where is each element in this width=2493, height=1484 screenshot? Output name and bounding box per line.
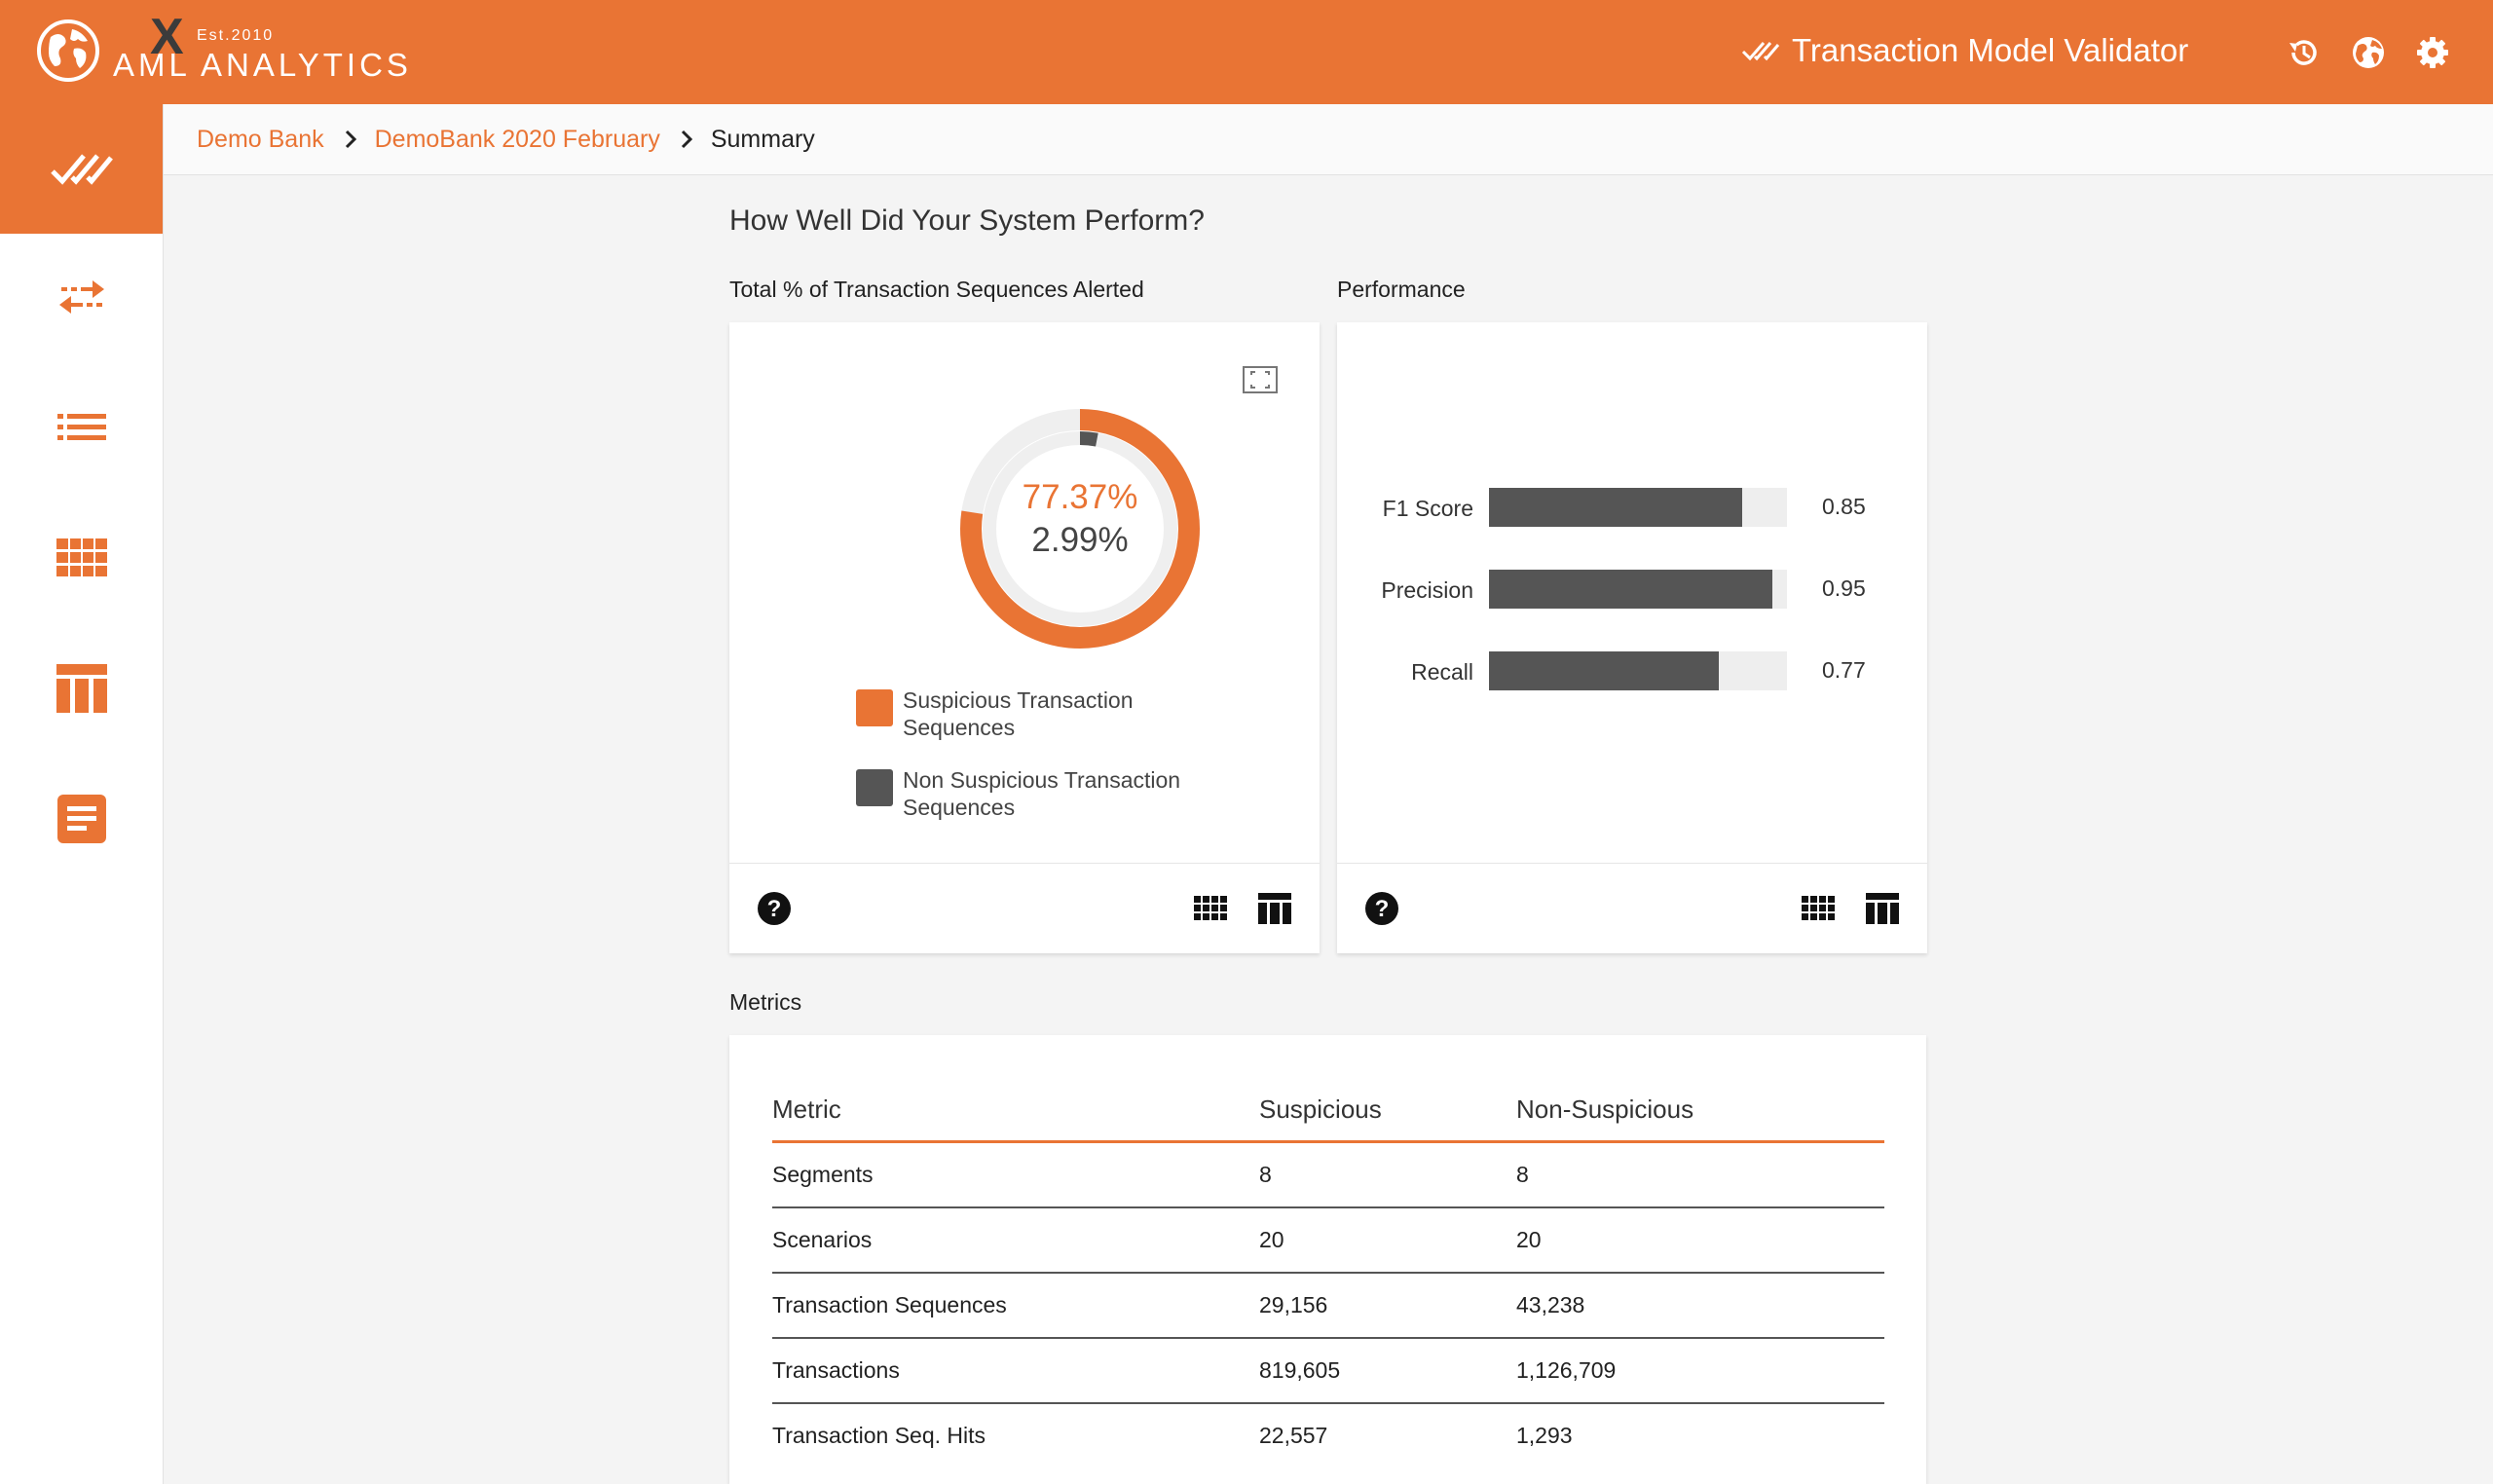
logo-name: AML ANALYTICS bbox=[113, 47, 412, 83]
bar-track bbox=[1489, 570, 1787, 609]
history-icon[interactable] bbox=[2285, 33, 2324, 72]
column-header-metric[interactable]: Metric bbox=[772, 1078, 1259, 1143]
document-icon bbox=[56, 795, 106, 843]
chevron-right-icon bbox=[680, 129, 693, 150]
donut-slice-suspicious[interactable] bbox=[960, 409, 1200, 649]
svg-text:?: ? bbox=[1375, 896, 1390, 922]
suspicious-value: 22,557 bbox=[1259, 1423, 1328, 1448]
bar-precision[interactable] bbox=[1489, 570, 1772, 609]
bar-value-label: 0.77 bbox=[1822, 657, 1866, 683]
metrics-table: Metric Suspicious Non-Suspicious Segment… bbox=[772, 1078, 1884, 1467]
breadcrumb-link-dataset[interactable]: DemoBank 2020 February bbox=[374, 125, 660, 153]
donut-center-nonsuspicious: 2.99% bbox=[1031, 521, 1129, 559]
sidebar-item-validation[interactable] bbox=[0, 104, 163, 234]
nonsuspicious-value: 1,126,709 bbox=[1516, 1338, 1884, 1404]
sidebar bbox=[0, 104, 164, 1484]
suspicious-value: 20 bbox=[1259, 1207, 1516, 1274]
grid-icon bbox=[56, 538, 107, 576]
legend-item-suspicious: Suspicious Transaction Sequences bbox=[856, 686, 1214, 741]
card-footer: ? bbox=[1337, 863, 1927, 953]
legend-swatch-nonsuspicious bbox=[856, 769, 893, 806]
chevron-right-icon bbox=[344, 129, 357, 150]
list-icon bbox=[56, 414, 106, 440]
metrics-card: Metric Suspicious Non-Suspicious Segment… bbox=[729, 1035, 1926, 1484]
double-check-icon bbox=[50, 153, 113, 185]
table-row: Scenarios 20 20 bbox=[772, 1207, 1884, 1274]
table-header-row: Metric Suspicious Non-Suspicious bbox=[772, 1078, 1884, 1143]
top-bar: X Est.2010 AML ANALYTICS Transaction Mod… bbox=[0, 0, 2493, 104]
table-row: Transaction Sequences 29,156 43,238 bbox=[772, 1273, 1884, 1339]
grid-view-icon[interactable] bbox=[1191, 889, 1230, 928]
suspicious-value: 8 bbox=[1259, 1141, 1516, 1208]
column-header-nonsuspicious[interactable]: Non-Suspicious bbox=[1516, 1078, 1884, 1143]
metric-name: Segments bbox=[772, 1141, 1259, 1208]
bar-f1-score[interactable] bbox=[1489, 488, 1743, 527]
performance-chart-card: F1 Score 0.85 Precision 0.95 Recall 0.77 ? bbox=[1337, 322, 1927, 953]
bar-label-f1-score: F1 Score bbox=[1382, 496, 1473, 521]
bar-track bbox=[1489, 488, 1787, 527]
table-view-icon[interactable] bbox=[1863, 889, 1902, 928]
svg-text:?: ? bbox=[767, 896, 782, 922]
logo-x-mark: X bbox=[150, 9, 184, 65]
fullscreen-icon[interactable] bbox=[1242, 365, 1279, 394]
table-row: Transaction Seq. Hits 22,557 1,293 bbox=[772, 1403, 1884, 1467]
donut-center-suspicious: 77.37% bbox=[1022, 478, 1138, 516]
metric-name: Transaction Seq. Hits bbox=[772, 1423, 986, 1448]
alerted-chart-card: 77.37% 2.99% Suspicious Transaction Sequ… bbox=[729, 322, 1320, 953]
donut-slice-nonsuspicious[interactable] bbox=[983, 431, 1177, 626]
table-row: Transactions 819,605 1,126,709 bbox=[772, 1338, 1884, 1404]
suspicious-value: 819,605 bbox=[1259, 1338, 1516, 1404]
bar-label-precision: Precision bbox=[1381, 577, 1473, 603]
metric-name: Transaction Sequences bbox=[772, 1273, 1259, 1339]
metric-name: Transactions bbox=[772, 1338, 1259, 1404]
bar-label-recall: Recall bbox=[1411, 659, 1473, 685]
help-icon[interactable]: ? bbox=[755, 889, 794, 928]
globe-icon[interactable] bbox=[2349, 33, 2388, 72]
breadcrumb: Demo Bank DemoBank 2020 February Summary bbox=[164, 104, 2493, 175]
table-columns-icon bbox=[56, 664, 107, 713]
legend-label-suspicious: Suspicious Transaction Sequences bbox=[903, 687, 1134, 740]
logo-est: Est.2010 bbox=[197, 27, 275, 44]
breadcrumb-current: Summary bbox=[710, 125, 815, 153]
nonsuspicious-value: 43,238 bbox=[1516, 1273, 1884, 1339]
suspicious-value: 29,156 bbox=[1259, 1273, 1516, 1339]
double-check-icon bbox=[1741, 42, 1780, 61]
legend-label-nonsuspicious: Non Suspicious Transaction Sequences bbox=[903, 767, 1181, 820]
nonsuspicious-value: 8 bbox=[1516, 1141, 1884, 1208]
sidebar-item-list[interactable] bbox=[0, 389, 163, 466]
sidebar-item-report[interactable] bbox=[0, 780, 163, 858]
bar-track bbox=[1489, 651, 1787, 690]
metrics-title: Metrics bbox=[729, 989, 802, 1015]
table-view-icon[interactable] bbox=[1255, 889, 1294, 928]
card-footer: ? bbox=[729, 863, 1320, 953]
page-title: How Well Did Your System Perform? bbox=[729, 204, 1205, 237]
table-row: Segments 8 8 bbox=[772, 1141, 1884, 1208]
legend-item-nonsuspicious: Non Suspicious Transaction Sequences bbox=[856, 766, 1214, 821]
transfer-arrows-icon bbox=[58, 280, 104, 314]
sidebar-item-transfers[interactable] bbox=[0, 258, 163, 336]
app-title: Transaction Model Validator bbox=[1741, 29, 2188, 72]
sidebar-item-grid[interactable] bbox=[0, 519, 163, 597]
bar-value-label: 0.95 bbox=[1822, 575, 1866, 601]
legend-swatch-suspicious bbox=[856, 689, 893, 726]
app-title-text: Transaction Model Validator bbox=[1792, 32, 2189, 68]
breadcrumb-link-bank[interactable]: Demo Bank bbox=[197, 125, 324, 153]
nonsuspicious-value: 20 bbox=[1516, 1207, 1884, 1274]
column-header-suspicious[interactable]: Suspicious bbox=[1259, 1078, 1516, 1143]
alerted-chart-title: Total % of Transaction Sequences Alerted bbox=[729, 277, 1144, 302]
metric-name: Scenarios bbox=[772, 1207, 1259, 1274]
help-icon[interactable]: ? bbox=[1362, 889, 1401, 928]
gear-icon[interactable] bbox=[2413, 33, 2452, 72]
sidebar-item-table[interactable] bbox=[0, 649, 163, 727]
grid-view-icon[interactable] bbox=[1799, 889, 1838, 928]
nonsuspicious-value: 1,293 bbox=[1516, 1423, 1573, 1448]
bar-value-label: 0.85 bbox=[1822, 494, 1866, 519]
globe-logo-icon bbox=[37, 19, 99, 82]
performance-chart-title: Performance bbox=[1337, 277, 1466, 302]
bar-recall[interactable] bbox=[1489, 651, 1719, 690]
logo[interactable]: X Est.2010 AML ANALYTICS bbox=[35, 12, 425, 86]
donut-chart bbox=[960, 409, 1200, 649]
